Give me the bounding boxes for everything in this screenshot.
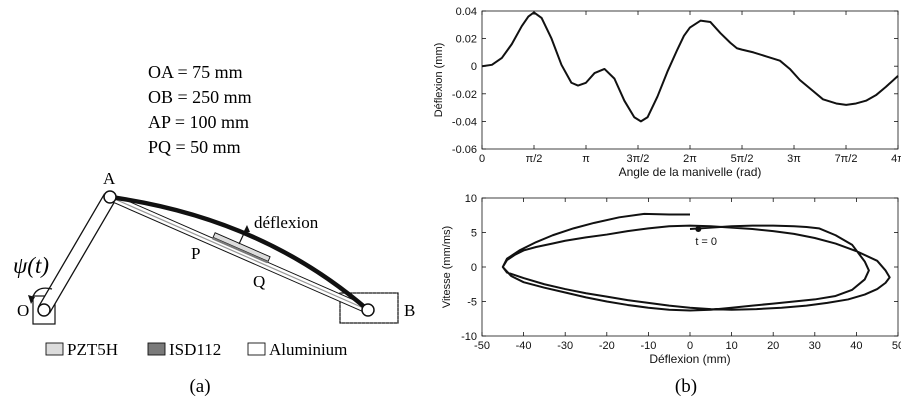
- y-tick-label: 5: [471, 228, 477, 240]
- x-tick-label: -40: [516, 340, 532, 352]
- dimension-ob: OB = 250 mm: [148, 87, 252, 107]
- y-tick-label: -5: [467, 297, 477, 309]
- legend-swatch-pzt5h: [45, 342, 64, 356]
- x-tick-label: π: [582, 153, 590, 165]
- legend-label-aluminium: Aluminium: [269, 340, 347, 359]
- y-tick-label: -0.06: [452, 144, 477, 156]
- x-tick-label: 30: [809, 340, 821, 352]
- x-tick-label: 20: [767, 340, 779, 352]
- ground-hatch: [339, 292, 399, 324]
- angle-arrow: [28, 287, 53, 304]
- joint-a: [103, 190, 117, 204]
- y-tick-label: -0.02: [452, 89, 477, 101]
- label-o: O: [17, 301, 29, 320]
- dimension-pq: PQ = 50 mm: [148, 137, 241, 157]
- deflection-label: déflexion: [254, 213, 319, 232]
- material-legend: PZT5H ISD112 Aluminium: [45, 340, 347, 359]
- caption-b: (b): [675, 376, 697, 397]
- crank-arm: [37, 193, 117, 314]
- deflection-vs-angle-chart: 0 π/2 π 3π/2 2π 5π/2 3π 7π/2 4π -0.06 -0.04 -0.02 0 0…: [433, 6, 901, 179]
- legend-label-pzt5h: PZT5H: [67, 340, 118, 359]
- phase-portrait-chart: -50-40-30-20-1001020304050-10-50510Défle…: [441, 193, 901, 366]
- x-axis-label: Angle de la manivelle (rad): [619, 165, 762, 179]
- x-tick-label: 10: [725, 340, 737, 352]
- x-tick-label: 40: [850, 340, 862, 352]
- series-line: [501, 212, 891, 312]
- y-tick-label: 0.02: [456, 34, 477, 46]
- y-tick-label: 0: [471, 61, 477, 73]
- x-tick-label: 3π/2: [627, 153, 650, 165]
- x-tick-label: 3π: [787, 153, 801, 165]
- x-tick-label: -50: [474, 340, 490, 352]
- deflection-arrow: [238, 225, 250, 245]
- y-tick-label: -10: [461, 331, 477, 343]
- y-tick-label: 10: [465, 193, 477, 205]
- y-tick-label: -0.04: [452, 116, 477, 128]
- aluminium-beam: [108, 193, 370, 314]
- dimensions-block: OA = 75 mm OB = 250 mm AP = 100 mm PQ = …: [148, 62, 252, 157]
- legend-label-isd112: ISD112: [169, 340, 221, 359]
- x-tick-label: π/2: [526, 153, 543, 165]
- x-axis-label: Déflexion (mm): [649, 352, 730, 366]
- deflected-beam: [109, 194, 370, 312]
- y-axis-label: Déflexion (mm): [433, 43, 445, 118]
- legend-swatch-aluminium: [247, 342, 266, 356]
- y-tick-label: 0.04: [456, 6, 477, 18]
- label-p: P: [191, 244, 200, 263]
- x-tick-label: -20: [599, 340, 615, 352]
- start-point-marker: [695, 226, 702, 233]
- dimension-oa: OA = 75 mm: [148, 62, 243, 82]
- plot-frame: [481, 10, 899, 150]
- y-axis-label: Vitesse (mm/ms): [441, 226, 453, 308]
- label-q: Q: [253, 272, 265, 291]
- dimension-ap: AP = 100 mm: [148, 112, 249, 132]
- x-tick-label: 5π/2: [731, 153, 754, 165]
- angle-label: ψ(t): [13, 253, 49, 278]
- x-tick-label: 50: [892, 340, 901, 352]
- x-tick-label: -30: [557, 340, 573, 352]
- x-tick-label: 4π: [891, 153, 901, 165]
- x-tick-label: 2π: [683, 153, 697, 165]
- joint-o: [37, 303, 51, 317]
- series-line: [481, 11, 899, 123]
- x-tick-label: 0: [479, 153, 485, 165]
- label-b: B: [404, 301, 415, 320]
- start-annotation: t = 0: [695, 236, 717, 248]
- x-tick-label: 0: [687, 340, 693, 352]
- y-tick-label: 0: [471, 262, 477, 274]
- mechanism-diagram: OA = 75 mm OB = 250 mm AP = 100 mm PQ = …: [13, 62, 415, 397]
- legend-swatch-isd112: [147, 342, 166, 356]
- joint-b: [361, 303, 375, 317]
- plot-frame: [481, 197, 899, 337]
- x-tick-label: -10: [640, 340, 656, 352]
- label-a: A: [103, 169, 116, 188]
- x-tick-label: 7π/2: [835, 153, 858, 165]
- caption-a: (a): [189, 376, 210, 397]
- pzt-patch: [212, 232, 271, 264]
